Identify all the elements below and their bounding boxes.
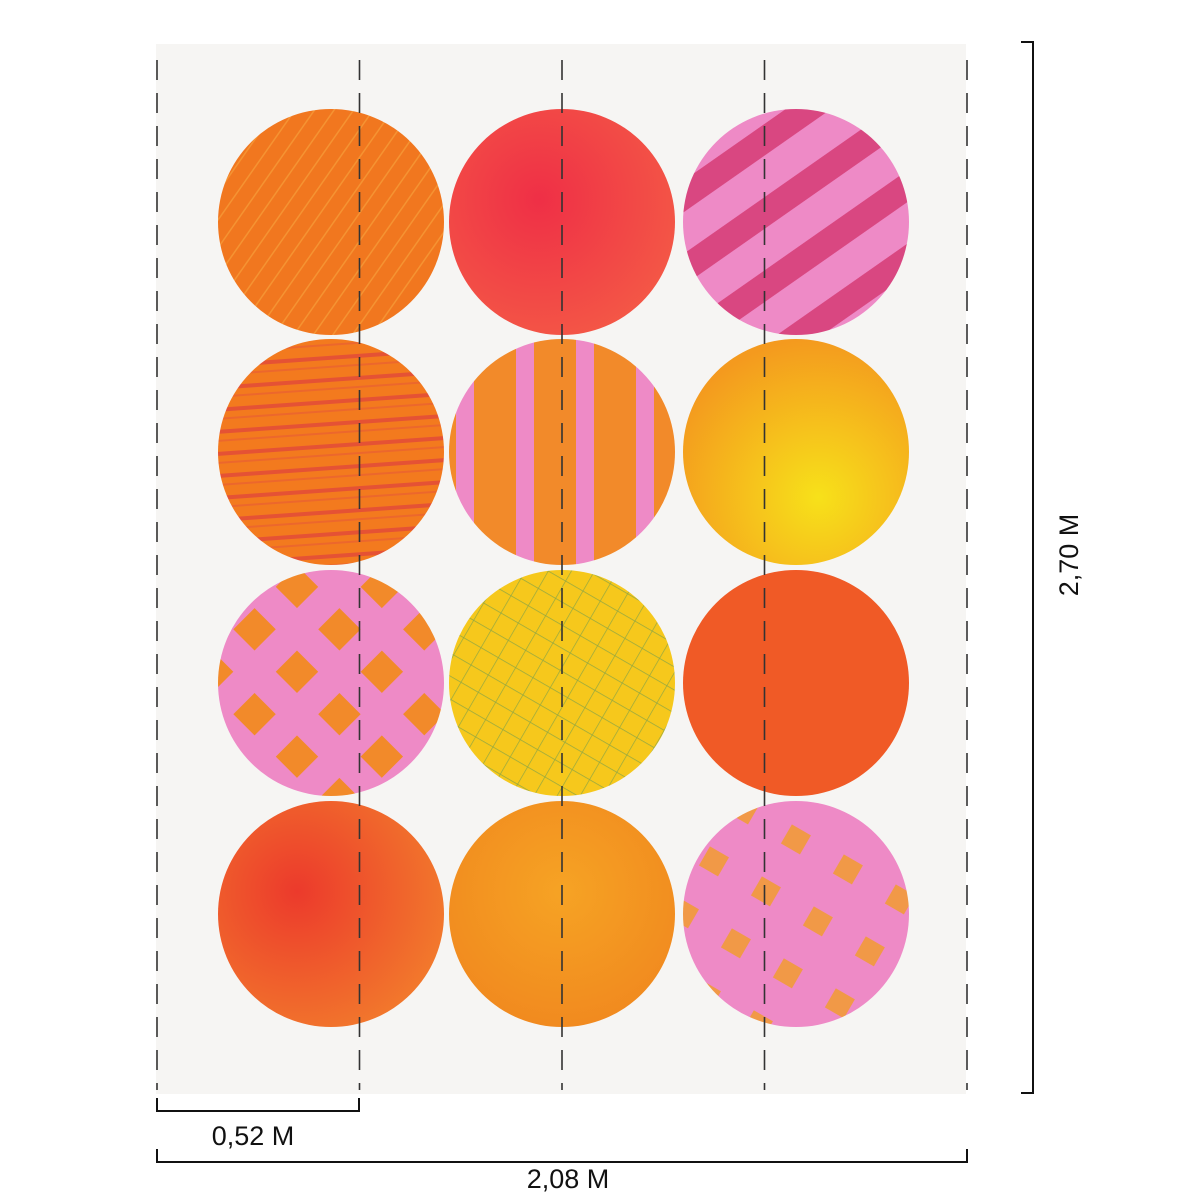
height-label: 2,70 M — [1054, 514, 1084, 597]
panel-width-label: 0,52 M — [212, 1121, 295, 1151]
panel-width-bracket — [156, 1098, 360, 1112]
circle-r1-c1 — [218, 109, 444, 335]
circle-r1-c2 — [449, 109, 675, 335]
total-width-dimension: 2,08 M — [156, 1149, 968, 1194]
circle-r2-c1 — [218, 339, 444, 565]
panel-width-dimension: 0,52 M — [156, 1098, 360, 1151]
panel-guides — [156, 60, 968, 1090]
circle-r2-c3 — [683, 339, 909, 565]
total-width-bracket — [156, 1149, 968, 1163]
height-dimension: 2,70 M — [1021, 41, 1084, 1094]
circle-r2-c2 — [449, 339, 675, 565]
circle-r4-c1 — [218, 801, 444, 1027]
circle-r4-c2 — [449, 801, 675, 1027]
total-width-label: 2,08 M — [527, 1164, 610, 1194]
circle-r3-c1 — [218, 570, 444, 796]
circle-r4-c3 — [683, 801, 909, 1027]
circle-r3-c2 — [449, 570, 675, 796]
circle-r1-c3 — [683, 109, 909, 335]
circles-grid — [218, 109, 909, 1027]
height-bracket — [1021, 41, 1034, 1094]
circle-r3-c3 — [683, 570, 909, 796]
